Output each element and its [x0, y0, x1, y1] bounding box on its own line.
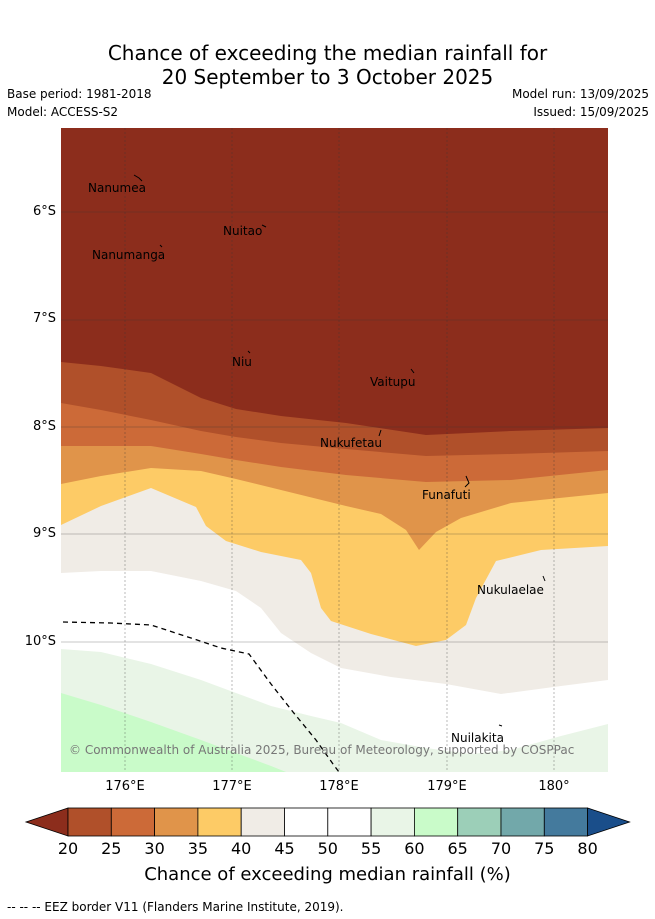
- colorbar-cell: [457, 807, 502, 837]
- lon-label-176e: 176°E: [105, 779, 145, 794]
- contour-lines: [61, 602, 608, 725]
- colorbar-tick-label: 50: [317, 839, 338, 858]
- rainfall-map: Nanumea Nuitao Nanumanga Niu Vaitupu Nuk…: [61, 128, 608, 772]
- eez-border-legend: -- -- -- EEZ border V11 (Flanders Marine…: [7, 900, 344, 914]
- colorbar-tick-label: 70: [490, 839, 512, 858]
- colorbar-cell: [500, 807, 545, 837]
- colorbar-tick-label: 40: [231, 839, 252, 858]
- lat-label-6s: 6°S: [32, 204, 56, 219]
- place-label-nukufetau: Nukufetau: [320, 436, 382, 450]
- colorbar-tick-label: 55: [360, 839, 382, 858]
- place-label-nanumea: Nanumea: [88, 181, 146, 195]
- lon-label-179e: 179°E: [427, 779, 467, 794]
- place-label-nuitao: Nuitao: [223, 224, 262, 238]
- colorbar-tick-label: 35: [187, 839, 209, 858]
- lat-label-9s: 9°S: [32, 526, 56, 541]
- colorbar-cell: [67, 807, 112, 837]
- map-title-line1: Chance of exceeding the median rainfall …: [107, 41, 548, 65]
- colorbar-tick-label: 20: [57, 839, 79, 858]
- graticule: [61, 128, 608, 772]
- band-60-65: [61, 693, 286, 772]
- colorbar-tick-label: 65: [447, 839, 468, 858]
- colorbar-cell: [543, 807, 588, 837]
- place-label-vaitupu: Vaitupu: [370, 375, 416, 389]
- place-label-nukulaelae: Nukulaelae: [477, 583, 544, 597]
- model-run-label: Model run: 13/09/2025: [511, 87, 649, 101]
- colorbar-tick-label: 60: [404, 839, 425, 858]
- place-label-funafuti: Funafuti: [422, 488, 471, 502]
- lat-label-10s: 10°S: [24, 634, 56, 649]
- colorbar-cell: [327, 807, 372, 837]
- base-period-label: Base period: 1981-2018: [7, 87, 152, 101]
- colorbar-title: Chance of exceeding median rainfall (%): [144, 864, 511, 885]
- colorbar-tick-label: 45: [274, 839, 295, 858]
- colorbar-extend-high: [587, 807, 631, 837]
- colorbar-tick-label: 75: [534, 839, 555, 858]
- colorbar-cell: [110, 807, 156, 837]
- colorbar-tick-label: 25: [101, 839, 122, 858]
- place-label-niu: Niu: [232, 355, 252, 369]
- colorbar-cell: [240, 807, 285, 837]
- lon-label-177e: 177°E: [212, 779, 252, 794]
- colorbar-tick-label: 30: [144, 839, 165, 858]
- issued-label: Issued: 15/09/2025: [533, 105, 649, 119]
- eez-border-line: [62, 621, 340, 772]
- lon-label-178e: 178°E: [319, 779, 359, 794]
- island-shapes: [133, 174, 546, 727]
- model-label: Model: ACCESS-S2: [7, 105, 119, 119]
- colorbar-cell: [284, 807, 329, 837]
- copyright-notice: © Commonwealth of Australia 2025, Bureau…: [69, 743, 574, 757]
- colorbar-tick-label: 80: [577, 839, 598, 858]
- colorbar-cell: [197, 807, 242, 837]
- place-label-nuilakita: Nuilakita: [451, 731, 504, 745]
- colorbar-cell: [154, 807, 199, 837]
- map-title-line2: 20 September to 3 October 2025: [161, 65, 494, 89]
- colorbar-cell: [413, 807, 459, 837]
- colorbar-extend-low: [24, 807, 69, 837]
- lon-label-180: 180°: [538, 779, 570, 794]
- colorbar-cell: [370, 807, 415, 837]
- lat-label-7s: 7°S: [32, 311, 56, 326]
- lat-label-8s: 8°S: [32, 419, 56, 434]
- colorbar: [24, 807, 631, 837]
- place-label-nanumanga: Nanumanga: [92, 248, 165, 262]
